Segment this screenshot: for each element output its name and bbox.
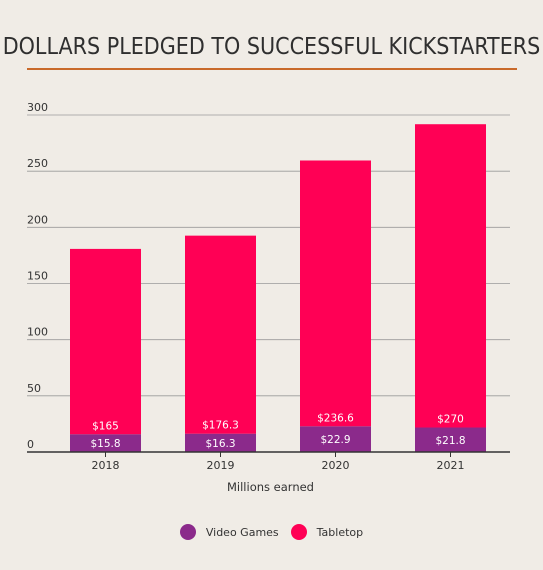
- bar-tabletop-2018: [70, 248, 141, 435]
- x-tick-label: 2019: [207, 459, 235, 472]
- bar-value-label: $21.8: [435, 435, 465, 447]
- chart-title: DOLLARS PLEDGED TO SUCCESSFUL KICKSTARTE…: [2, 34, 541, 60]
- x-axis-label: Millions earned: [227, 480, 314, 494]
- y-tick-label: 50: [27, 382, 41, 395]
- y-axis-ticks: 0 50 100 150 200 250 300: [27, 101, 48, 451]
- legend-swatch-tabletop: [290, 524, 307, 540]
- bars: [70, 124, 486, 452]
- bar-value-label: $16.3: [205, 438, 235, 450]
- bar-tabletop-2021: [415, 124, 486, 428]
- bar-video-games-2020: [300, 426, 371, 452]
- y-tick-label: 100: [27, 326, 48, 339]
- bar-value-label: $270: [437, 414, 464, 426]
- bar-value-label: $15.8: [90, 438, 120, 450]
- legend-label-tabletop: Tabletop: [316, 525, 364, 539]
- bar-video-games-2019: [185, 433, 256, 452]
- legend-item-video-games: Video Games: [179, 524, 279, 540]
- bar-video-games-2018: [70, 434, 141, 452]
- x-tick-label: 2021: [437, 459, 465, 472]
- x-tick-label: 2020: [322, 459, 350, 472]
- bar-labels: $15.8 $165 $16.3 $176.3 $22.9 $236.6 $21.8 $270: [90, 412, 465, 450]
- bar-value-label: $176.3: [202, 420, 239, 432]
- bar-value-label: $165: [92, 420, 119, 432]
- bar-video-games-2021: [415, 427, 486, 452]
- x-tick-label: 2018: [92, 459, 120, 472]
- bar-value-label: $236.6: [317, 412, 354, 424]
- y-tick-label: 150: [27, 270, 48, 283]
- legend-label-video-games: Video Games: [205, 525, 279, 539]
- y-tick-label: 300: [27, 101, 48, 114]
- bar-tabletop-2020: [300, 160, 371, 427]
- y-tick-label: 250: [27, 157, 48, 170]
- bar-value-label: $22.9: [320, 434, 350, 446]
- x-axis-ticks: 2018 2019 2020 2021: [92, 452, 465, 472]
- bar-tabletop-2019: [185, 235, 256, 434]
- legend-swatch-video-games: [179, 524, 196, 540]
- y-tick-label: 0: [27, 438, 34, 451]
- legend: Video Games Tabletop: [0, 524, 543, 540]
- title-underline: [27, 68, 517, 70]
- legend-item-tabletop: Tabletop: [290, 524, 364, 540]
- y-tick-label: 200: [27, 213, 48, 226]
